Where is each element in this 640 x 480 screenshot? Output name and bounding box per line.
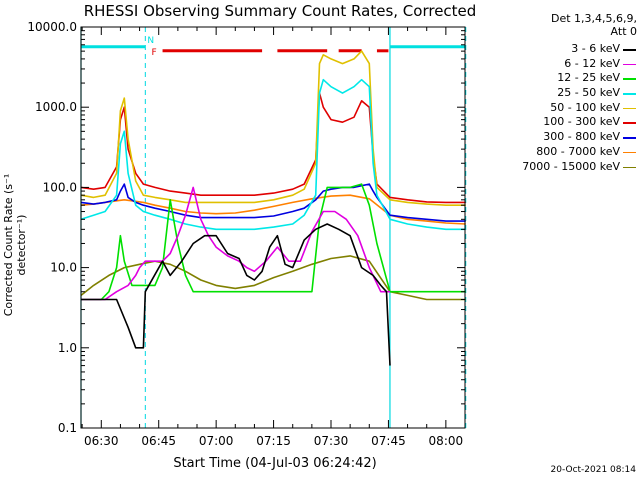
legend: 3 - 6 keV 6 - 12 keV 12 - 25 keV 25 - 50 ke… bbox=[478, 42, 638, 174]
legend-swatch bbox=[623, 49, 636, 51]
legend-entry-label: 100 - 300 keV bbox=[543, 115, 620, 129]
series-line bbox=[80, 78, 466, 231]
legend-entry: 6 - 12 keV bbox=[478, 57, 638, 72]
legend-entry: 300 - 800 keV bbox=[478, 130, 638, 145]
legend-entry-label: 12 - 25 keV bbox=[557, 71, 620, 85]
x-axis-label: Start Time (04-Jul-03 06:24:42) bbox=[173, 456, 377, 471]
legend-entry-label: 25 - 50 keV bbox=[557, 86, 620, 100]
x-tick-label: 07:30 bbox=[314, 434, 349, 448]
legend-entry-label: 3 - 6 keV bbox=[571, 42, 620, 55]
axes: 0.1 1.0 10.0 100.0 1000.0 10000.0 06:30 06:45 07… bbox=[27, 20, 466, 448]
x-tick-label: 07:00 bbox=[199, 434, 234, 448]
legend-entry: 7000 - 15000 keV bbox=[478, 160, 638, 175]
series-line bbox=[80, 50, 466, 206]
legend-swatch bbox=[623, 93, 636, 95]
legend-swatch bbox=[623, 137, 636, 139]
y-tick-label: 0.1 bbox=[58, 421, 77, 435]
legend-swatch bbox=[623, 107, 636, 110]
legend-swatch bbox=[623, 63, 636, 66]
series-line bbox=[81, 183, 466, 301]
legend-entry-label: 6 - 12 keV bbox=[564, 56, 620, 70]
legend-entry-label: 800 - 7000 keV bbox=[536, 144, 620, 158]
detector-line-1: Det 1,3,4,5,6,9, bbox=[550, 12, 637, 25]
legend-entry: 3 - 6 keV bbox=[478, 42, 638, 57]
night-flag-label: N bbox=[147, 36, 154, 46]
x-tick-label: 06:45 bbox=[141, 434, 176, 448]
legend-swatch bbox=[623, 78, 636, 80]
legend-swatch bbox=[623, 151, 636, 154]
legend-entry: 100 - 300 keV bbox=[478, 115, 638, 130]
y-tick-label: 100.0 bbox=[43, 180, 77, 194]
y-tick-label: 10000.0 bbox=[27, 20, 77, 34]
series-line bbox=[80, 255, 466, 301]
y-tick-label: 10.0 bbox=[50, 261, 77, 275]
generation-timestamp: 20-Oct-2021 08:14 bbox=[550, 465, 636, 475]
legend-entry: 800 - 7000 keV bbox=[478, 145, 638, 160]
x-tick-label: 07:15 bbox=[256, 434, 291, 448]
detector-line-2: Att 0 bbox=[610, 25, 637, 38]
y-tick-label: 1000.0 bbox=[35, 100, 77, 114]
x-tick-label: 08:00 bbox=[429, 434, 464, 448]
detector-info: Det 1,3,4,5,6,9, Att 0 bbox=[551, 12, 637, 38]
x-tick-label: 07:45 bbox=[371, 434, 406, 448]
plot-frame bbox=[80, 26, 466, 429]
y-axis-label: Corrected Count Rate (s⁻¹ detector⁻¹) bbox=[2, 173, 28, 317]
legend-entry-label: 7000 - 15000 keV bbox=[522, 159, 620, 173]
y-tick-label: 1.0 bbox=[58, 341, 77, 355]
series-line bbox=[81, 223, 391, 366]
flare-flag-label: F bbox=[152, 48, 157, 58]
legend-entry: 25 - 50 keV bbox=[478, 86, 638, 101]
legend-entry-label: 300 - 800 keV bbox=[543, 130, 620, 144]
legend-swatch bbox=[623, 166, 636, 168]
chart-title: RHESSI Observing Summary Count Rates, Co… bbox=[83, 2, 477, 20]
x-tick-label: 06:30 bbox=[84, 434, 119, 448]
series-line bbox=[80, 183, 466, 222]
legend-entry: 12 - 25 keV bbox=[478, 71, 638, 86]
legend-swatch bbox=[623, 122, 636, 124]
legend-entry-label: 50 - 100 keV bbox=[550, 100, 620, 114]
series-group bbox=[80, 50, 466, 366]
legend-entry: 50 - 100 keV bbox=[478, 101, 638, 116]
series-line bbox=[81, 186, 390, 301]
